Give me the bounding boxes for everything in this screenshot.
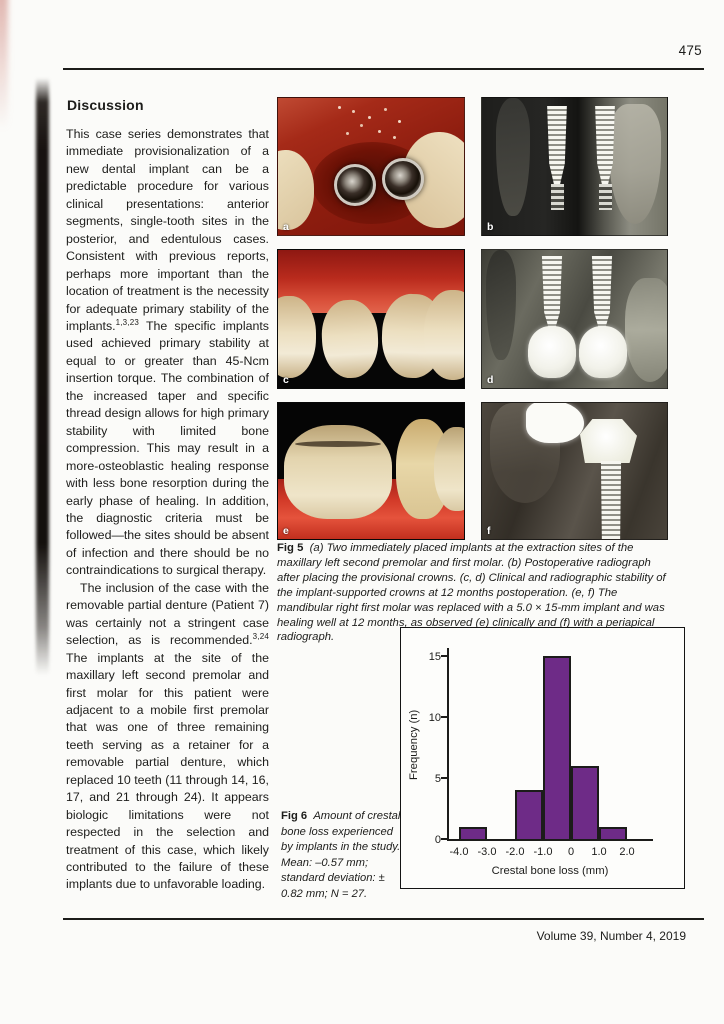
- figure5-caption-text: (a) Two immediately placed implants at t…: [277, 542, 666, 644]
- figure5-panel-f-radiograph: f: [481, 402, 668, 540]
- y-tick-label: 15: [428, 651, 441, 663]
- paragraph-2-text-cont: The implants at the site of the maxillar…: [66, 650, 269, 892]
- tooth-root-shadow: [486, 250, 516, 360]
- x-axis-label: Crestal bone loss (mm): [491, 865, 609, 877]
- paragraph-2-text: The inclusion of the case with the remov…: [66, 580, 269, 648]
- implant-crown: [579, 419, 637, 463]
- implant-abutment: [599, 184, 612, 210]
- figure6-caption-text: Amount of crestal bone loss experienced …: [281, 810, 401, 900]
- chart-plot: 0 5 10 15 -4.0 -3.0 -2.0 -1.0 0 1.0 2.0: [429, 648, 653, 858]
- tooth-root: [609, 104, 661, 224]
- x-tick-label: 2.0: [619, 846, 635, 858]
- reference-superscript: 1,3,23: [115, 317, 140, 327]
- y-axis-label: Frequency (n): [408, 709, 420, 780]
- figure6-histogram: Frequency (n) 0 5 10 15 -4.0 -3.0 -2.0 -1.0 0 1.0…: [400, 627, 685, 889]
- paragraph-2: The inclusion of the case with the remov…: [66, 580, 269, 894]
- histogram-bar: [599, 826, 627, 839]
- y-tick-label: 10: [428, 712, 441, 724]
- implant-abutment: [551, 184, 564, 210]
- paragraph-1-text: This case series demonstrates that immed…: [66, 127, 269, 333]
- figure5-caption: Fig 5 (a) Two immediately placed implant…: [277, 541, 675, 645]
- binding-shadow: [36, 78, 49, 675]
- page-number: 475: [678, 43, 702, 58]
- histogram-bar: [543, 656, 571, 839]
- section-heading: Discussion: [67, 97, 144, 113]
- x-tick-label: -1.0: [533, 846, 553, 858]
- paragraph-1-text-cont: The specific implants used achieved prim…: [66, 318, 269, 578]
- implant-crown: [528, 326, 576, 378]
- paragraph-1: This case series demonstrates that immed…: [66, 126, 269, 580]
- panel-label-c: c: [283, 374, 289, 386]
- histogram-bar: [459, 826, 487, 839]
- figure5-image-grid: a b c d: [277, 97, 668, 540]
- figure6-caption: Fig 6 Amount of crestal bone loss experi…: [281, 809, 407, 903]
- panel-label-d: d: [487, 374, 494, 386]
- scan-artifact: [0, 0, 8, 130]
- x-tick-label: -4.0: [449, 846, 469, 858]
- threaded-implant: [547, 106, 567, 184]
- y-tick-mark: [441, 716, 449, 718]
- y-tick-mark: [441, 655, 449, 657]
- figure5-panel-b-radiograph: b: [481, 97, 668, 236]
- implant-platform: [334, 164, 376, 206]
- body-text-column: This case series demonstrates that immed…: [66, 126, 269, 894]
- tooth: [424, 290, 464, 380]
- figure5-panel-c-clinical-photo: c: [277, 249, 465, 389]
- y-tick-mark: [441, 777, 449, 779]
- threaded-implant: [591, 256, 613, 330]
- molar-crown: [284, 425, 392, 519]
- header-rule: [63, 68, 704, 70]
- figure5-label: Fig 5: [277, 542, 304, 554]
- y-tick-mark: [441, 838, 449, 840]
- panel-label-a: a: [283, 221, 289, 233]
- panel-label-e: e: [283, 525, 289, 537]
- tissue-highlights: [338, 106, 341, 109]
- y-tick-label: 5: [434, 773, 441, 785]
- adjacent-molar: [625, 278, 667, 382]
- tooth-root-shadow: [496, 98, 530, 216]
- implant-crown: [579, 326, 627, 378]
- footer-rule: [63, 918, 704, 920]
- tooth: [278, 296, 316, 378]
- implant-platform: [382, 158, 424, 200]
- panel-label-b: b: [487, 221, 494, 233]
- x-tick-label: 0: [567, 846, 575, 858]
- amalgam-restoration: [526, 403, 584, 443]
- figure5-panel-a-clinical-photo: a: [277, 97, 465, 236]
- threaded-implant: [541, 256, 563, 330]
- threaded-implant: [595, 106, 615, 184]
- adjacent-tooth: [278, 150, 314, 230]
- x-tick-label: -2.0: [505, 846, 525, 858]
- panel-label-f: f: [487, 525, 491, 537]
- reference-superscript: 3,24: [252, 632, 269, 642]
- histogram-bar: [515, 790, 543, 839]
- histogram-bar: [571, 765, 599, 839]
- y-tick-label: 0: [434, 834, 441, 846]
- figure5-panel-e-clinical-photo: e: [277, 402, 465, 540]
- threaded-implant: [600, 461, 622, 539]
- x-tick-label: -3.0: [477, 846, 497, 858]
- figure5-panel-d-radiograph: d: [481, 249, 668, 389]
- journal-footer: Volume 39, Number 4, 2019: [536, 929, 686, 943]
- x-tick-label: 1.0: [591, 846, 607, 858]
- tooth: [434, 427, 464, 511]
- figure6-label: Fig 6: [281, 810, 308, 822]
